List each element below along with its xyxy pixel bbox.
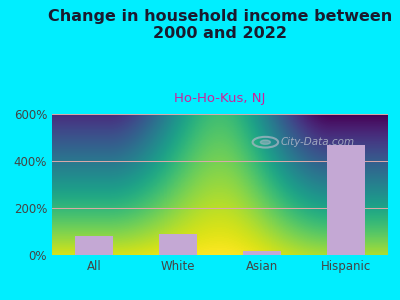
Bar: [75, 236, 113, 255]
Bar: [159, 234, 197, 255]
Text: Ho-Ho-Kus, NJ: Ho-Ho-Kus, NJ: [174, 92, 266, 104]
Text: Change in household income between
2000 and 2022: Change in household income between 2000 …: [48, 9, 392, 41]
Bar: [243, 251, 281, 255]
Bar: [327, 145, 365, 255]
Text: City-Data.com: City-Data.com: [280, 137, 355, 147]
Circle shape: [260, 140, 270, 144]
